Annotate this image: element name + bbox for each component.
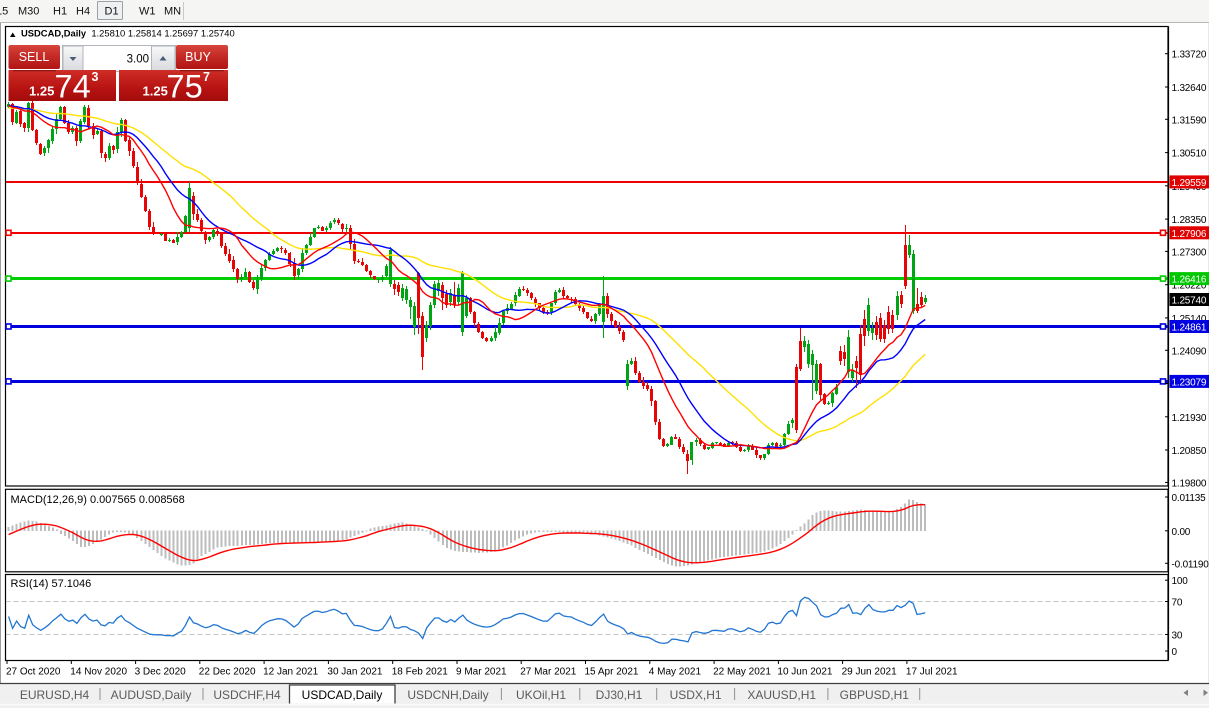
svg-text:27 Mar 2021: 27 Mar 2021 (520, 667, 577, 678)
svg-text:12 Jan 2021: 12 Jan 2021 (263, 667, 318, 678)
svg-text:1.27906: 1.27906 (1172, 229, 1207, 240)
svg-text:AUDUSD,Daily: AUDUSD,Daily (111, 688, 192, 702)
svg-text:27 Oct 2020: 27 Oct 2020 (6, 667, 61, 678)
svg-text:0: 0 (1172, 647, 1178, 658)
svg-text:RSI(14) 57.1046: RSI(14) 57.1046 (11, 578, 92, 590)
svg-text:UKOil,H1: UKOil,H1 (516, 688, 566, 702)
svg-text:MN: MN (164, 6, 181, 18)
svg-text:USDCAD,Daily: USDCAD,Daily (302, 688, 383, 702)
svg-text:3: 3 (92, 70, 99, 84)
svg-text:17 Jul 2021: 17 Jul 2021 (906, 667, 958, 678)
svg-text:1.28350: 1.28350 (1172, 215, 1207, 226)
svg-text:1.21930: 1.21930 (1172, 413, 1207, 424)
svg-text:H4: H4 (76, 6, 90, 18)
svg-text:29 Jun 2021: 29 Jun 2021 (842, 667, 897, 678)
svg-text:XAUUSD,H1: XAUUSD,H1 (747, 688, 816, 702)
svg-text:DJ30,H1: DJ30,H1 (596, 688, 643, 702)
svg-text:SELL: SELL (19, 50, 50, 64)
svg-text:15 Apr 2021: 15 Apr 2021 (585, 667, 639, 678)
svg-text:W1: W1 (139, 6, 156, 18)
svg-text:7: 7 (203, 70, 210, 84)
svg-text:1.32640: 1.32640 (1172, 83, 1207, 94)
svg-text:0.01135: 0.01135 (1172, 493, 1207, 504)
svg-text:USDX,H1: USDX,H1 (670, 688, 722, 702)
svg-text:75: 75 (167, 69, 203, 105)
svg-text:1.24090: 1.24090 (1172, 346, 1207, 357)
svg-text:22 Dec 2020: 22 Dec 2020 (199, 667, 256, 678)
svg-text:30: 30 (1172, 631, 1183, 642)
svg-text:1.23079: 1.23079 (1172, 377, 1207, 388)
svg-text:1.29559: 1.29559 (1172, 178, 1207, 189)
svg-text:USDCAD,Daily 1.25810 1.25814: USDCAD,Daily 1.25810 1.25814 1.25697 1.2… (21, 28, 235, 39)
svg-text:14 Nov 2020: 14 Nov 2020 (70, 667, 127, 678)
svg-text:3 Dec 2020: 3 Dec 2020 (135, 667, 187, 678)
svg-text:USDCNH,Daily: USDCNH,Daily (407, 688, 488, 702)
svg-text:1.25140: 1.25140 (1172, 314, 1207, 325)
svg-text:1.20850: 1.20850 (1172, 446, 1207, 457)
svg-text:1.25: 1.25 (29, 84, 54, 99)
svg-text:18 Feb 2021: 18 Feb 2021 (392, 667, 449, 678)
svg-text:D1: D1 (105, 6, 119, 18)
svg-text:4 May 2021: 4 May 2021 (649, 667, 702, 678)
svg-text:1.26416: 1.26416 (1172, 275, 1207, 286)
svg-text:BUY: BUY (185, 50, 211, 64)
svg-text:1.33720: 1.33720 (1172, 50, 1207, 61)
svg-text:10 Jun 2021: 10 Jun 2021 (777, 667, 832, 678)
svg-text:30 Jan 2021: 30 Jan 2021 (327, 667, 382, 678)
svg-text:1.24861: 1.24861 (1172, 323, 1207, 334)
svg-text:EURUSD,H4: EURUSD,H4 (20, 688, 90, 702)
svg-text:3.00: 3.00 (127, 54, 149, 66)
svg-text:1.26220: 1.26220 (1172, 281, 1207, 292)
svg-text:1.25: 1.25 (143, 84, 168, 99)
svg-text:1.25740: 1.25740 (1172, 296, 1207, 307)
svg-text:15: 15 (0, 6, 8, 18)
svg-text:1.30510: 1.30510 (1172, 149, 1207, 160)
svg-text:74: 74 (55, 69, 91, 105)
svg-text:GBPUSD,H1: GBPUSD,H1 (840, 688, 910, 702)
svg-text:9 Mar 2021: 9 Mar 2021 (456, 667, 507, 678)
svg-text:100: 100 (1172, 576, 1189, 587)
svg-text:22 May 2021: 22 May 2021 (713, 667, 771, 678)
svg-text:1.31590: 1.31590 (1172, 115, 1207, 126)
svg-text:H1: H1 (53, 6, 67, 18)
svg-text:1.19800: 1.19800 (1172, 478, 1207, 489)
svg-text:MACD(12,26,9) 0.007565 0.00856: MACD(12,26,9) 0.007565 0.008568 (11, 494, 185, 506)
svg-text:USDCHF,H4: USDCHF,H4 (213, 688, 281, 702)
svg-text:1.27300: 1.27300 (1172, 247, 1207, 258)
svg-text:-0.01190: -0.01190 (1172, 559, 1209, 570)
svg-text:M30: M30 (18, 6, 39, 18)
svg-text:0.00: 0.00 (1172, 527, 1191, 538)
svg-text:70: 70 (1172, 598, 1183, 609)
